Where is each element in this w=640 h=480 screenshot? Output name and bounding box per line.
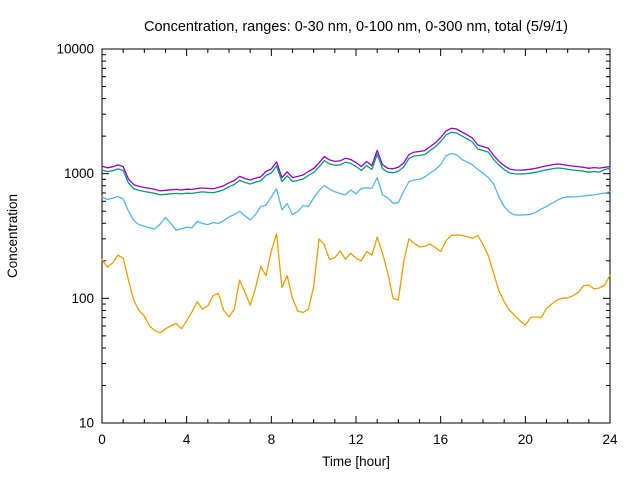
plot-area: 0 4 8 12 16 20 24 10 100 1000 10000 bbox=[56, 42, 618, 448]
x-tick-label: 24 bbox=[602, 432, 618, 447]
y-tick-label: 10000 bbox=[56, 42, 94, 57]
series-line-total bbox=[101, 127, 611, 192]
x-tick-label: 0 bbox=[98, 432, 106, 447]
x-tick-label: 12 bbox=[348, 432, 363, 447]
y-tick-label: 10 bbox=[79, 416, 94, 431]
y-tick-label: 100 bbox=[71, 291, 94, 306]
x-axis-title: Time [hour] bbox=[322, 454, 390, 469]
x-tick-label: 4 bbox=[183, 432, 191, 447]
series-line-0-30-nm bbox=[101, 233, 611, 334]
x-tick-label: 20 bbox=[518, 432, 533, 447]
x-tick-label: 8 bbox=[268, 432, 276, 447]
series-line-0-100-nm bbox=[101, 152, 611, 231]
chart-title: Concentration, ranges: 0-30 nm, 0-100 nm… bbox=[144, 19, 568, 35]
x-tick-label: 16 bbox=[433, 432, 448, 447]
y-axis-title: Concentration bbox=[5, 194, 20, 278]
plot-border bbox=[101, 48, 611, 424]
series-line-0-300-nm bbox=[101, 131, 611, 196]
y-tick-label: 1000 bbox=[64, 166, 94, 181]
